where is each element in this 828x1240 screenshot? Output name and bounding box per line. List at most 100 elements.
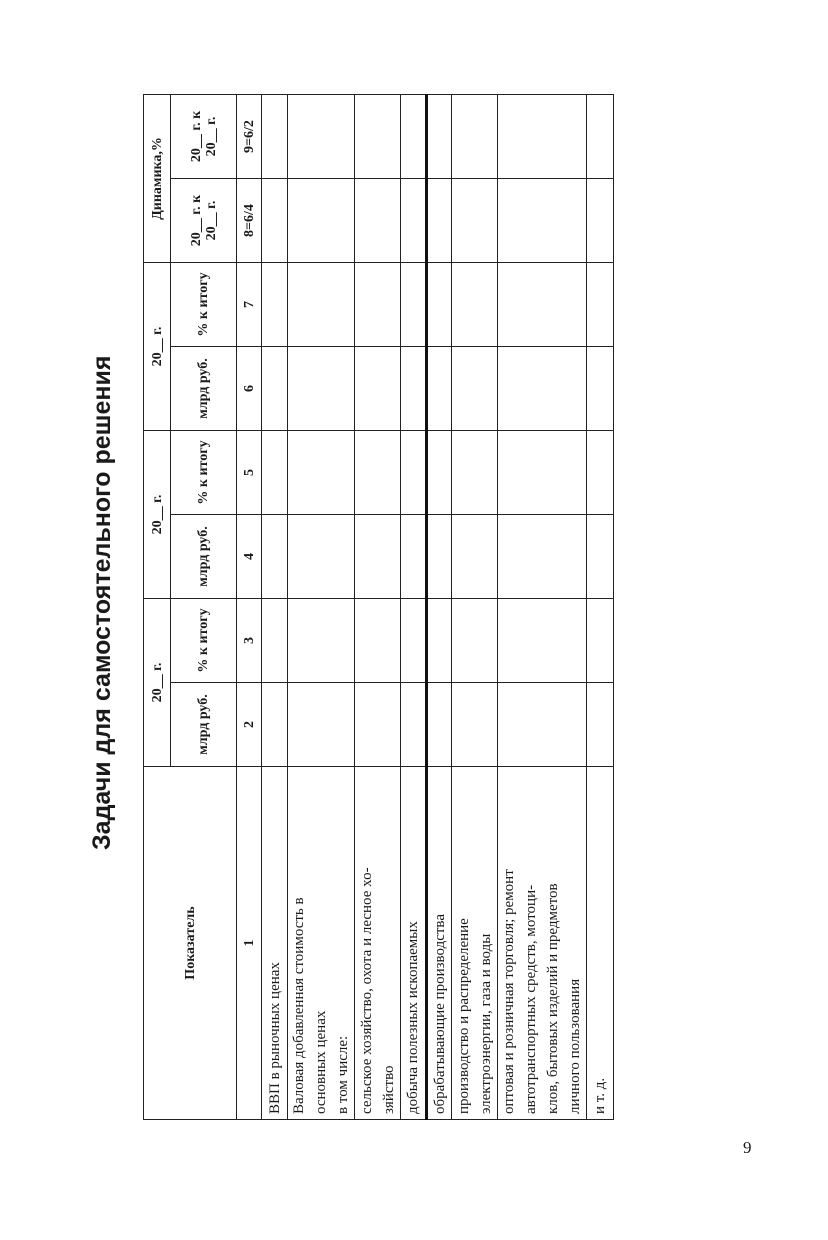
empty-cell[interactable] (287, 94, 355, 179)
subheader: 20__ г. к 20__ г. (170, 178, 237, 263)
row-label: ВВП в рыночных ценах (261, 766, 288, 1120)
row-label: обрабатывающие производства (426, 766, 452, 1120)
empty-cell[interactable] (426, 346, 452, 431)
column-number: 5 (236, 430, 262, 515)
indicators-table-rotated: Показатель 20__ г. 20__ г. 20__ г. Динам… (143, 94, 614, 1120)
empty-cell[interactable] (261, 430, 288, 515)
empty-cell[interactable] (426, 682, 452, 767)
row-label: и т. д. (586, 766, 614, 1120)
empty-cell[interactable] (451, 682, 498, 767)
indicators-table: Показатель 20__ г. 20__ г. 20__ г. Динам… (143, 94, 614, 1120)
empty-cell[interactable] (261, 682, 288, 767)
empty-cell[interactable] (354, 262, 401, 347)
table-row: Валовая добавленная стоимость в основных… (287, 94, 355, 1120)
empty-cell[interactable] (400, 94, 427, 179)
table-row: и т. д. (586, 94, 614, 1120)
empty-cell[interactable] (451, 430, 498, 515)
empty-cell[interactable] (354, 514, 401, 599)
column-number: 7 (236, 262, 262, 347)
empty-cell[interactable] (287, 262, 355, 347)
subheader: % к итогу (170, 430, 237, 515)
page-title: Задачи для самостоятельного решения (88, 355, 116, 850)
column-number: 6 (236, 346, 262, 431)
empty-cell[interactable] (287, 514, 355, 599)
empty-cell[interactable] (400, 598, 427, 683)
empty-cell[interactable] (354, 178, 401, 263)
table-row: оптовая и розничная торговля; ремонт авт… (497, 94, 587, 1120)
header-year-3: 20__ г. (143, 262, 171, 431)
subheader: % к итогу (170, 598, 237, 683)
row-label: сельское хозяйство, охота и лесное хо- з… (354, 766, 401, 1120)
empty-cell[interactable] (497, 430, 587, 515)
empty-cell[interactable] (426, 430, 452, 515)
empty-cell[interactable] (497, 514, 587, 599)
empty-cell[interactable] (497, 682, 587, 767)
empty-cell[interactable] (451, 598, 498, 683)
empty-cell[interactable] (426, 94, 452, 179)
subheader: 20__ г. к 20__ г. (170, 94, 237, 179)
empty-cell[interactable] (261, 94, 288, 179)
empty-cell[interactable] (400, 262, 427, 347)
empty-cell[interactable] (354, 682, 401, 767)
column-number: 9=6/2 (236, 94, 262, 179)
empty-cell[interactable] (354, 94, 401, 179)
empty-cell[interactable] (586, 346, 614, 431)
empty-cell[interactable] (287, 430, 355, 515)
empty-cell[interactable] (497, 598, 587, 683)
empty-cell[interactable] (497, 178, 587, 263)
empty-cell[interactable] (354, 598, 401, 683)
empty-cell[interactable] (354, 346, 401, 431)
empty-cell[interactable] (261, 514, 288, 599)
empty-cell[interactable] (354, 430, 401, 515)
header-year-1: 20__ г. (143, 598, 171, 767)
column-number: 8=6/4 (236, 178, 262, 263)
empty-cell[interactable] (451, 94, 498, 179)
subheader: млрд руб. (170, 346, 237, 431)
empty-cell[interactable] (426, 178, 452, 263)
empty-cell[interactable] (400, 682, 427, 767)
column-number: 4 (236, 514, 262, 599)
empty-cell[interactable] (497, 94, 587, 179)
column-number: 1 (236, 766, 262, 1120)
empty-cell[interactable] (426, 514, 452, 599)
empty-cell[interactable] (287, 682, 355, 767)
empty-cell[interactable] (261, 262, 288, 347)
subheader: % к итогу (170, 262, 237, 347)
empty-cell[interactable] (287, 346, 355, 431)
empty-cell[interactable] (586, 178, 614, 263)
empty-cell[interactable] (426, 262, 452, 347)
empty-cell[interactable] (497, 346, 587, 431)
empty-cell[interactable] (400, 514, 427, 599)
table-row: обрабатывающие производства (426, 94, 452, 1120)
empty-cell[interactable] (400, 178, 427, 263)
empty-cell[interactable] (426, 598, 452, 683)
empty-cell[interactable] (586, 514, 614, 599)
row-label: добыча полезных ископаемых (400, 766, 427, 1120)
empty-cell[interactable] (451, 514, 498, 599)
empty-cell[interactable] (451, 262, 498, 347)
empty-cell[interactable] (451, 178, 498, 263)
empty-cell[interactable] (261, 178, 288, 263)
subheader: млрд руб. (170, 682, 237, 767)
empty-cell[interactable] (400, 346, 427, 431)
table-row: сельское хозяйство, охота и лесное хо- з… (354, 94, 401, 1120)
empty-cell[interactable] (586, 598, 614, 683)
empty-cell[interactable] (586, 262, 614, 347)
header-dynamics: Динамика,% (143, 94, 171, 263)
empty-cell[interactable] (287, 598, 355, 683)
header-indicator: Показатель (143, 766, 237, 1120)
empty-cell[interactable] (261, 598, 288, 683)
empty-cell[interactable] (586, 94, 614, 179)
empty-cell[interactable] (261, 346, 288, 431)
empty-cell[interactable] (586, 430, 614, 515)
empty-cell[interactable] (287, 178, 355, 263)
row-label: Валовая добавленная стоимость в основных… (287, 766, 355, 1120)
table-row: добыча полезных ископаемых (400, 94, 427, 1120)
empty-cell[interactable] (586, 682, 614, 767)
page-number: 9 (743, 1138, 752, 1157)
empty-cell[interactable] (451, 346, 498, 431)
empty-cell[interactable] (497, 262, 587, 347)
empty-cell[interactable] (400, 430, 427, 515)
table-body: ВВП в рыночных ценах Валовая добавленная … (261, 94, 614, 1120)
header-year-2: 20__ г. (143, 430, 171, 599)
